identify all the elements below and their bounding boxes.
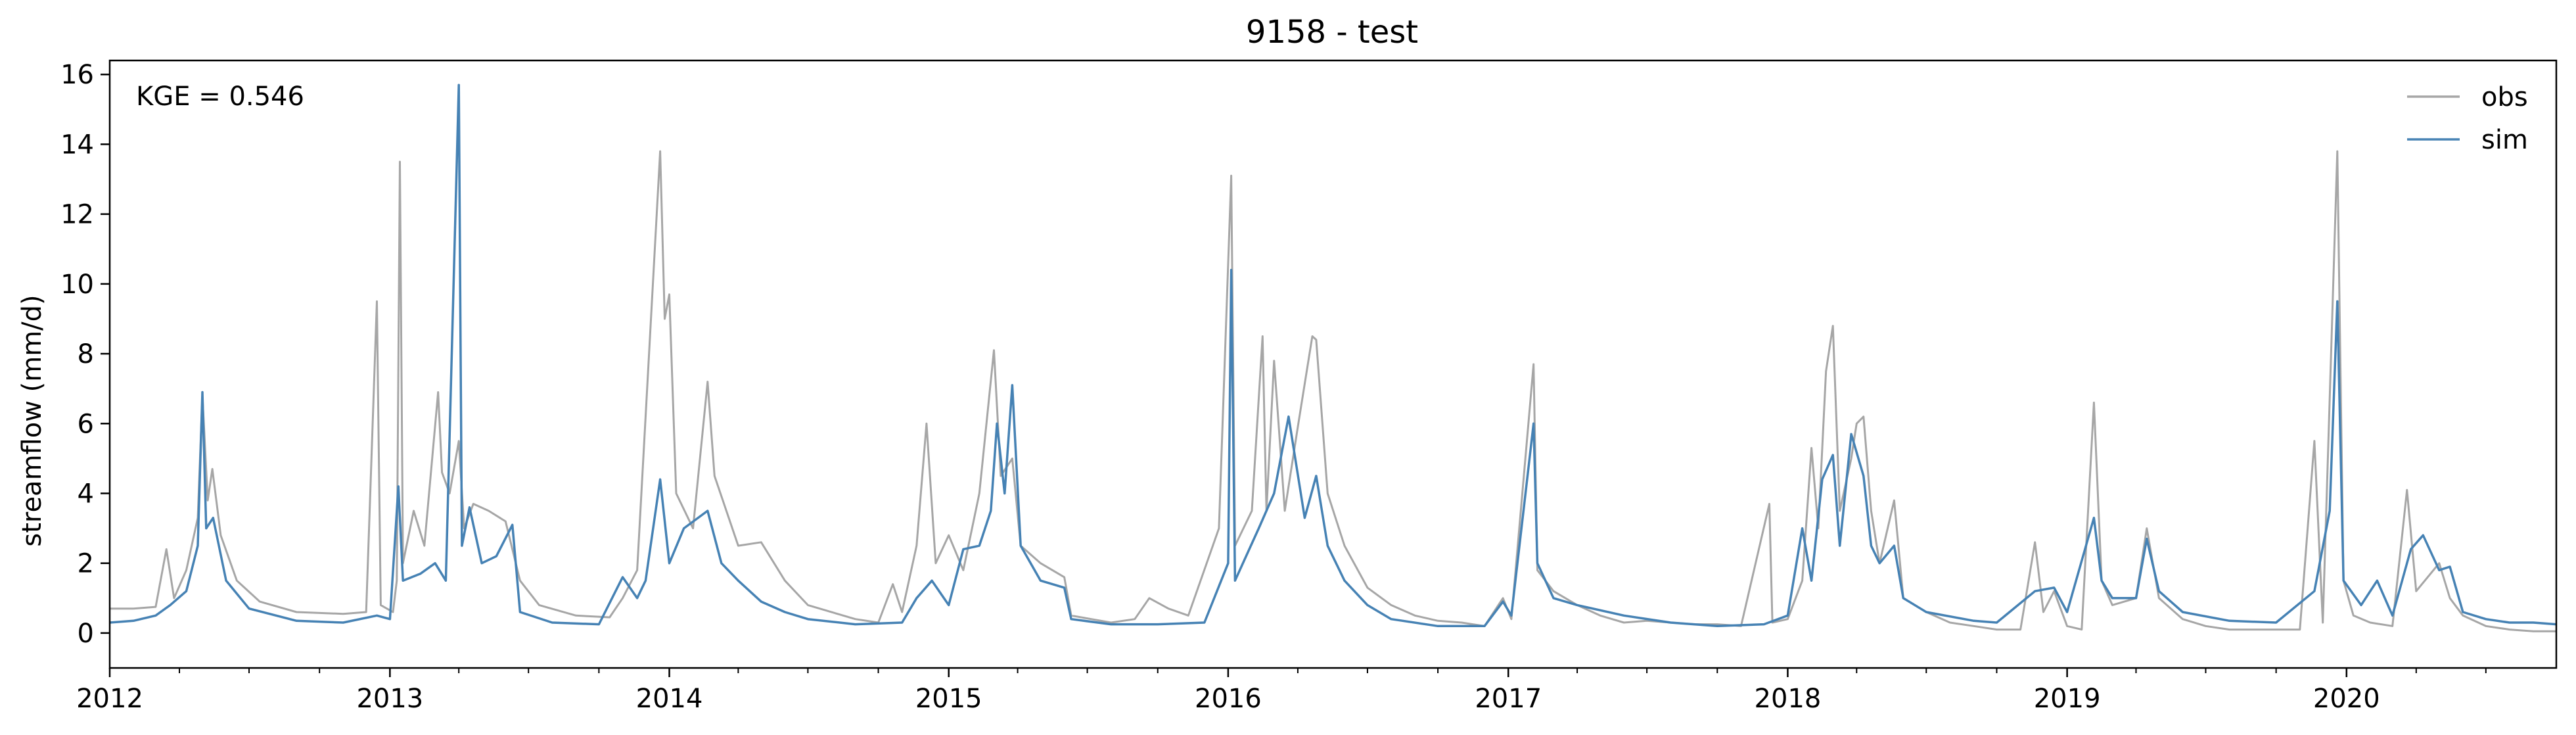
y-axis-label: streamflow (mm/d) bbox=[17, 295, 47, 546]
x-tick-label: 2019 bbox=[2034, 684, 2101, 714]
y-tick-label: 4 bbox=[78, 479, 94, 509]
y-tick-label: 12 bbox=[60, 200, 94, 230]
y-tick-label: 6 bbox=[78, 409, 94, 439]
x-tick-label: 2016 bbox=[1195, 684, 1262, 714]
series-line-sim bbox=[109, 83, 2557, 628]
axes: 2012 2013 2014 2015 2016 2017 2018 2019 2020 0 2 4 6… bbox=[60, 60, 2487, 714]
y-tick-label: 0 bbox=[78, 619, 94, 649]
y-tick-label: 8 bbox=[78, 339, 94, 369]
y-tick-label: 16 bbox=[60, 60, 94, 90]
x-tick-label: 2015 bbox=[915, 684, 982, 714]
x-tick-label: 2020 bbox=[2313, 684, 2380, 714]
x-tick-label: 2018 bbox=[1755, 684, 1822, 714]
x-tick-label: 2014 bbox=[636, 684, 703, 714]
legend: obs sim bbox=[2407, 82, 2528, 155]
x-tick-label: 2017 bbox=[1475, 684, 1542, 714]
legend-label-obs: obs bbox=[2481, 82, 2528, 112]
y-tick-label: 2 bbox=[78, 549, 94, 579]
x-tick-label: 2013 bbox=[356, 684, 423, 714]
legend-label-sim: sim bbox=[2481, 125, 2528, 155]
x-tick-label: 2012 bbox=[76, 684, 143, 714]
chart-title: 9158 - test bbox=[1246, 14, 1418, 51]
y-tick-label: 10 bbox=[60, 270, 94, 300]
plot-area bbox=[109, 83, 2557, 632]
plot-frame bbox=[108, 59, 2558, 669]
y-tick-label: 14 bbox=[60, 130, 94, 160]
kge-annotation: KGE = 0.546 bbox=[136, 82, 304, 112]
